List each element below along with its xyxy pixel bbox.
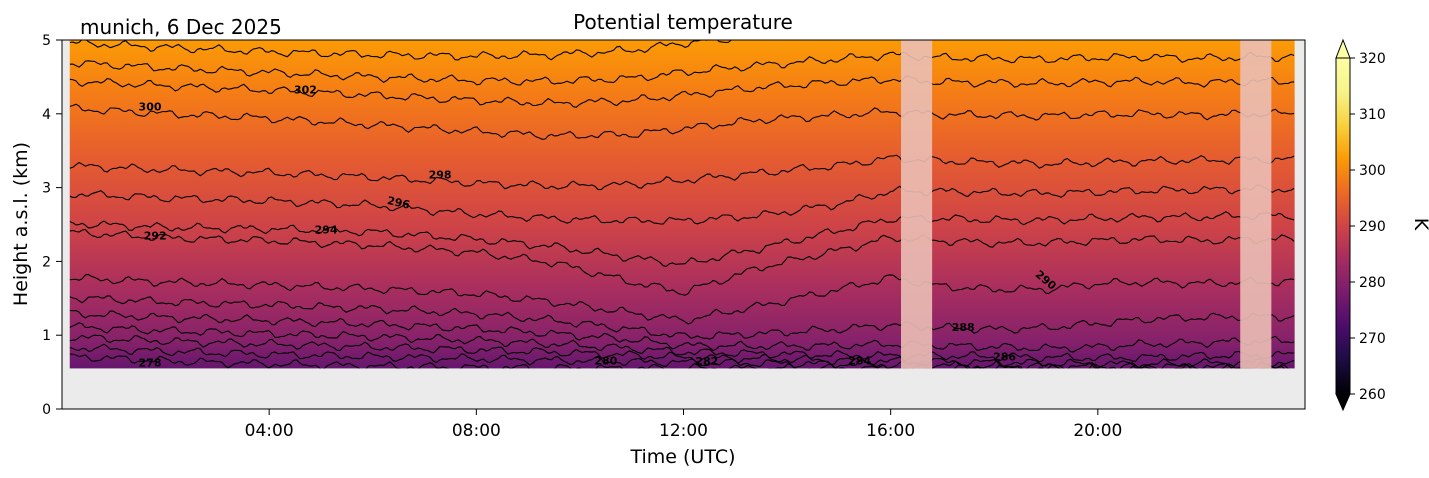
contour-line-288 xyxy=(69,295,1295,340)
y-tick-label: 3 xyxy=(42,181,51,197)
y-tick-label: 5 xyxy=(42,33,51,49)
missing-band-overlay-1 xyxy=(901,40,933,369)
contour-label-294: 294 xyxy=(315,224,338,237)
x-tick-label: 12:00 xyxy=(659,421,708,441)
colorbar-label: K xyxy=(1410,218,1429,231)
y-tick-label: 4 xyxy=(42,107,51,123)
missing-band-overlay-2 xyxy=(1240,40,1272,369)
x-tick-label: 16:00 xyxy=(866,421,915,441)
missing-band-1 xyxy=(901,40,933,369)
chart-subtitle: munich, 6 Dec 2025 xyxy=(80,15,282,39)
y-axis-label: Height a.s.l. (km) xyxy=(10,142,32,306)
colorbar-tick-label: 320 xyxy=(1359,51,1386,67)
y-axis: 0 1 2 3 4 5 xyxy=(42,33,62,418)
colorbar-ticks: 260 270 280 290 300 310 320 xyxy=(1350,51,1386,403)
contour-line-296 xyxy=(69,184,1295,225)
contour-line-306 xyxy=(69,40,742,61)
contour-line-304 xyxy=(69,51,1295,86)
contour-line-292 xyxy=(69,228,1295,296)
contour-line-302 xyxy=(69,75,1295,108)
contour-line-282 xyxy=(69,334,1295,369)
contour-line-286 xyxy=(69,309,1295,353)
colorbar-tick-label: 290 xyxy=(1359,219,1386,235)
contour-line-284 xyxy=(69,322,1295,363)
colorbar-min-extend xyxy=(1335,393,1351,412)
contour-lines xyxy=(69,40,1295,369)
contour-label-302: 302 xyxy=(294,83,317,96)
colorbar-tick-label: 310 xyxy=(1359,107,1386,123)
chart-title: Potential temperature xyxy=(573,10,793,34)
x-axis: 04:00 08:00 12:00 16:00 20:00 xyxy=(245,409,1122,441)
contour-label-280: 280 xyxy=(594,354,617,367)
contour-line-294 xyxy=(69,211,1295,267)
contour-line-278 xyxy=(69,353,1290,369)
x-axis-label: Time (UTC) xyxy=(629,446,735,468)
contour-label-284: 284 xyxy=(848,354,871,367)
x-tick-label: 04:00 xyxy=(245,421,294,441)
colorbar-tick-label: 300 xyxy=(1359,163,1386,179)
colorbar-tick-label: 270 xyxy=(1359,331,1386,347)
colorbar-max-extend xyxy=(1335,38,1351,59)
y-tick-label: 1 xyxy=(42,328,51,344)
contour-line-298 xyxy=(69,154,1295,191)
x-tick-label: 08:00 xyxy=(452,421,501,441)
colorbar-tick-label: 280 xyxy=(1359,275,1386,291)
y-tick-label: 0 xyxy=(42,402,51,418)
contour-label-288: 288 xyxy=(952,321,975,334)
contour-label-300: 300 xyxy=(139,100,162,113)
missing-band-2 xyxy=(1240,40,1272,369)
contour-label-278: 278 xyxy=(139,357,162,370)
colorbar-gradient xyxy=(1335,57,1351,395)
colorbar: 260 270 280 290 300 310 320 K xyxy=(1335,38,1429,412)
contour-line-290 xyxy=(69,273,1295,325)
contour-label-296: 296 xyxy=(386,194,412,212)
y-tick-label: 2 xyxy=(42,254,51,270)
contour-label-286: 286 xyxy=(993,351,1016,364)
colorbar-tick-label: 260 xyxy=(1359,387,1386,403)
contour-label-282: 282 xyxy=(695,355,718,368)
missing-data-bands xyxy=(901,40,1272,369)
contour-label-292: 292 xyxy=(144,230,167,243)
potential-temperature-field xyxy=(69,40,1295,369)
contour-line-300 xyxy=(69,103,1295,140)
contour-label-298: 298 xyxy=(429,168,452,181)
x-tick-label: 20:00 xyxy=(1073,421,1122,441)
